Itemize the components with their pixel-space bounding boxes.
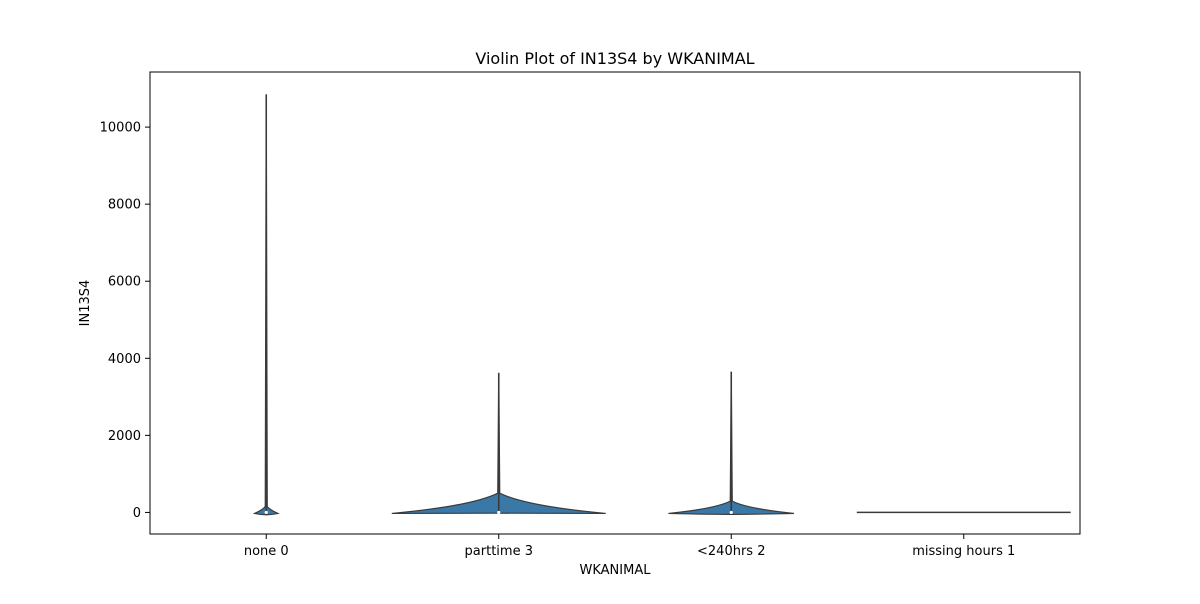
y-tick-label: 6000: [108, 275, 141, 290]
chart-title: Violin Plot of IN13S4 by WKANIMAL: [475, 49, 754, 68]
x-tick-label: none 0: [244, 544, 289, 559]
x-axis: none 0 parttime 3 <240hrs 2 missing hours 1: [244, 534, 1015, 559]
violin-median: [497, 510, 501, 515]
y-tick-label: 8000: [108, 198, 141, 213]
x-axis-label: WKANIMAL: [580, 563, 652, 578]
violin-2: [668, 371, 795, 515]
y-tick-label: 0: [133, 506, 141, 521]
violin-0: [252, 94, 280, 516]
violin-median: [264, 510, 268, 515]
y-tick-label: 10000: [100, 121, 141, 136]
violins-layer: [252, 94, 1071, 516]
x-tick-label: parttime 3: [465, 544, 533, 559]
y-tick-label: 4000: [108, 352, 141, 367]
plot-area-frame: [149, 71, 1081, 535]
violin-1: [391, 372, 606, 515]
x-tick-label: missing hours 1: [912, 544, 1015, 559]
y-tick-label: 2000: [108, 429, 141, 444]
y-axis-label: IN13S4: [78, 280, 93, 327]
violin-median: [729, 510, 733, 515]
x-tick-label: <240hrs 2: [697, 544, 765, 559]
y-axis: 0 2000 4000 6000 8000 10000: [100, 121, 150, 521]
